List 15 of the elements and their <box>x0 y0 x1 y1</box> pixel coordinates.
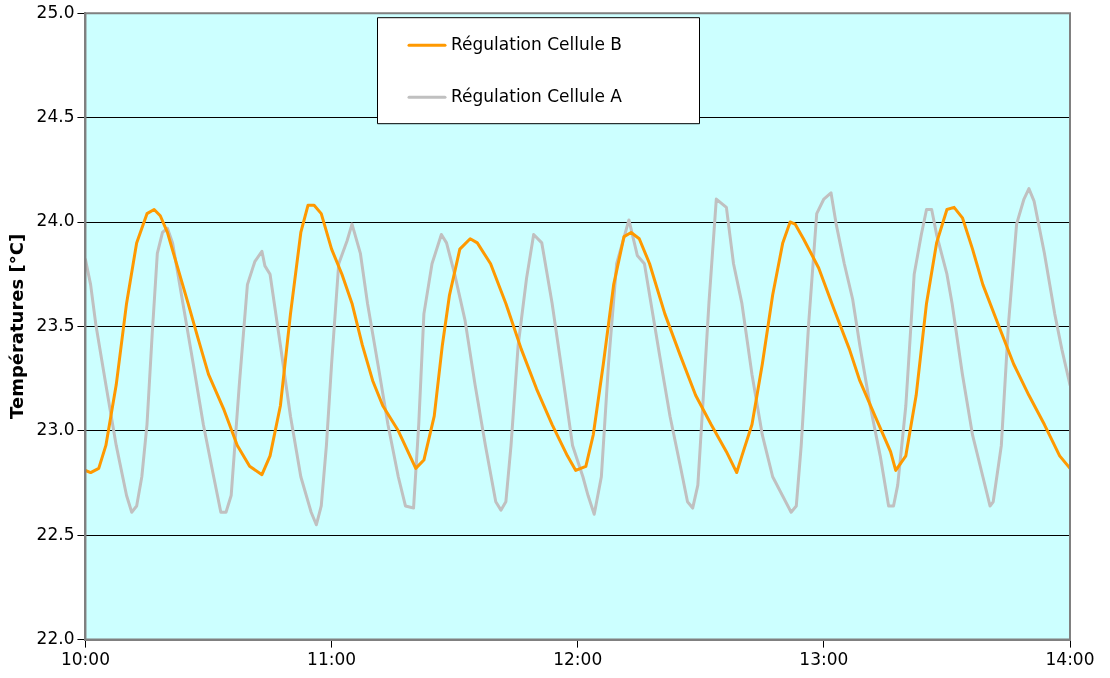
y-tick-label: 23.5 <box>36 314 75 335</box>
y-axis-title: Températures [°C] <box>6 233 28 419</box>
y-tick-label: 24.0 <box>36 210 75 231</box>
x-tick-label: 10:00 <box>60 649 110 670</box>
y-tick-label: 22.5 <box>36 523 75 544</box>
y-tick-label: 23.0 <box>36 419 75 440</box>
x-tick-label: 13:00 <box>799 649 849 670</box>
y-tick-label: 24.5 <box>36 106 75 127</box>
y-tick-label: 22.0 <box>36 628 75 649</box>
legend-label: Régulation Cellule A <box>451 85 623 106</box>
y-tick-label: 25.0 <box>36 1 75 22</box>
legend-label: Régulation Cellule B <box>451 33 622 54</box>
x-tick-label: 11:00 <box>307 649 357 670</box>
x-tick-label: 12:00 <box>553 649 603 670</box>
x-tick-label: 14:00 <box>1045 649 1095 670</box>
